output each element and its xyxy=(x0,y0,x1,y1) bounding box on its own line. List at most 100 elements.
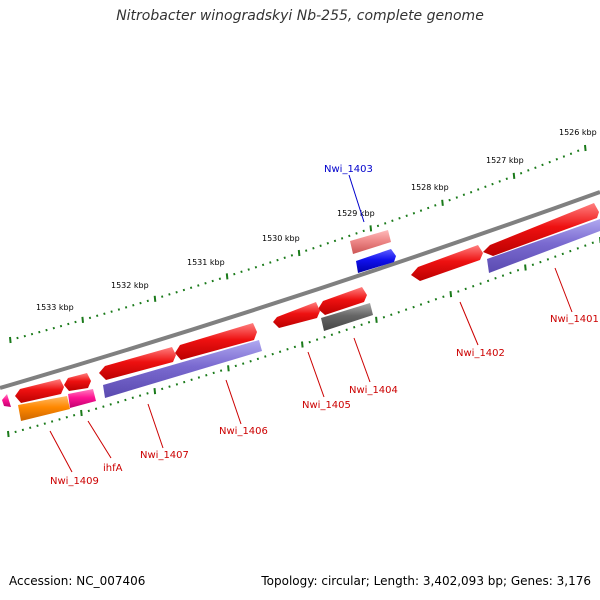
outer-tick-row xyxy=(9,144,587,344)
outer-tick xyxy=(512,172,516,179)
outer-tick xyxy=(555,158,558,161)
outer-tick xyxy=(9,336,12,344)
inner-tick xyxy=(94,407,98,410)
inner-tick xyxy=(419,303,423,306)
outer-tick xyxy=(269,261,272,264)
inner-tick xyxy=(278,350,282,353)
outer-tick xyxy=(16,336,19,340)
kbp-label-1533: 1533 kbp xyxy=(36,303,74,312)
outer-tick xyxy=(30,332,34,336)
inner-tick xyxy=(390,313,393,316)
inner-tick xyxy=(442,295,445,298)
gene-nwi-1405-shape[interactable] xyxy=(273,302,320,328)
gene-label-nwi-1409[interactable]: Nwi_1409 xyxy=(50,476,99,487)
gene-ihfa-a-shape[interactable] xyxy=(64,373,91,391)
inner-tick xyxy=(584,244,587,247)
outer-tick xyxy=(182,288,186,292)
inner-tick xyxy=(464,287,467,291)
outer-tick xyxy=(132,303,135,307)
inner-tick xyxy=(569,249,572,253)
outer-tick xyxy=(168,293,171,296)
inner-tick xyxy=(301,341,304,348)
gene-label-nwi-1402[interactable]: Nwi_1402 xyxy=(456,348,505,359)
outer-tick xyxy=(319,244,322,247)
inner-tick xyxy=(271,352,274,356)
gene-label-nwi-1406[interactable]: Nwi_1406 xyxy=(219,426,268,437)
outer-tick xyxy=(333,239,337,243)
accession-label: Accession: NC_007406 xyxy=(9,574,146,588)
outer-tick xyxy=(505,177,508,180)
gene-label-nwi-1407[interactable]: Nwi_1407 xyxy=(140,450,189,461)
gene-nwi-1409-b-shape[interactable] xyxy=(18,396,70,421)
inner-tick xyxy=(116,400,120,404)
outer-tick xyxy=(584,144,587,152)
inner-tick xyxy=(168,385,171,388)
inner-tick xyxy=(43,422,46,425)
gene-nwi-1404-b-shape[interactable] xyxy=(321,303,373,331)
gene-nwi-1403-b-shape[interactable] xyxy=(350,230,391,254)
outer-tick xyxy=(362,229,365,233)
outer-tick xyxy=(312,246,315,250)
gene-nwi-1404-a-shape[interactable] xyxy=(318,287,367,315)
outer-tick xyxy=(348,234,351,238)
gene-nwi-1402-shape[interactable] xyxy=(411,245,483,281)
gene-nwi-1403-shape[interactable] xyxy=(356,249,396,273)
outer-tick xyxy=(52,326,55,330)
gene-label-nwi-1401[interactable]: Nwi_1401 xyxy=(550,314,599,325)
gene-label-nwi-1405[interactable]: Nwi_1405 xyxy=(302,400,351,411)
outer-tick xyxy=(103,312,106,315)
gene-nwi-1406-b-shape[interactable] xyxy=(103,340,262,398)
outer-tick xyxy=(124,306,128,309)
gene-small-pink-shape[interactable] xyxy=(2,394,11,407)
inner-tick xyxy=(516,268,520,272)
inner-tick xyxy=(219,369,223,372)
outer-tick xyxy=(189,286,193,289)
genome-backbone xyxy=(0,190,600,390)
inner-tick xyxy=(472,284,475,288)
outer-tick xyxy=(577,149,580,153)
gene-nwi-1407-a-shape[interactable] xyxy=(99,347,176,380)
inner-tick xyxy=(124,398,127,402)
gene-nwi-1409-a-shape[interactable] xyxy=(15,379,64,403)
inner-tick-row xyxy=(7,237,600,438)
outer-tick xyxy=(117,308,121,311)
gene-label-nwi-1404[interactable]: Nwi_1404 xyxy=(349,385,398,396)
gene-ihfa-b-shape[interactable] xyxy=(68,389,96,408)
inner-tick xyxy=(367,321,371,324)
outer-tick xyxy=(240,270,243,274)
inner-tick xyxy=(531,263,535,267)
outer-tick xyxy=(211,279,214,283)
inner-tick xyxy=(131,396,134,400)
kbp-label-1531: 1531 kbp xyxy=(187,258,225,267)
inner-tick xyxy=(457,290,460,293)
inner-tick xyxy=(561,252,564,256)
gene-label-ihfa[interactable]: ihfA xyxy=(103,463,123,474)
kbp-label-1528: 1528 kbp xyxy=(411,183,449,192)
inner-tick xyxy=(161,387,164,391)
inner-tick xyxy=(412,305,415,309)
kbp-label-1530: 1530 kbp xyxy=(262,234,300,243)
outer-tick xyxy=(153,295,157,302)
outer-tick xyxy=(448,198,451,202)
outer-tick xyxy=(67,322,70,326)
inner-tick xyxy=(286,348,289,351)
inner-tick xyxy=(72,413,76,417)
outer-tick xyxy=(81,316,84,323)
gene-nwi-1401-b-shape[interactable] xyxy=(487,219,600,273)
gene-label-nwi-1403[interactable]: Nwi_1403 xyxy=(324,164,373,175)
inner-tick xyxy=(293,345,297,349)
gene-nwi-1406-a-shape[interactable] xyxy=(175,323,257,360)
outer-tick xyxy=(197,284,200,287)
inner-tick xyxy=(205,373,208,377)
gene-nwi-1401-shape[interactable] xyxy=(483,203,599,256)
outer-tick xyxy=(305,249,308,252)
inner-tick xyxy=(509,271,512,275)
outer-tick xyxy=(519,171,523,175)
inner-tick xyxy=(36,424,39,427)
inner-tick xyxy=(21,428,25,432)
kbp-label-1532: 1532 kbp xyxy=(111,281,149,290)
inner-tick xyxy=(382,316,386,319)
inner-tick xyxy=(197,376,201,379)
inner-tick xyxy=(29,426,32,430)
inner-tick xyxy=(323,335,326,339)
